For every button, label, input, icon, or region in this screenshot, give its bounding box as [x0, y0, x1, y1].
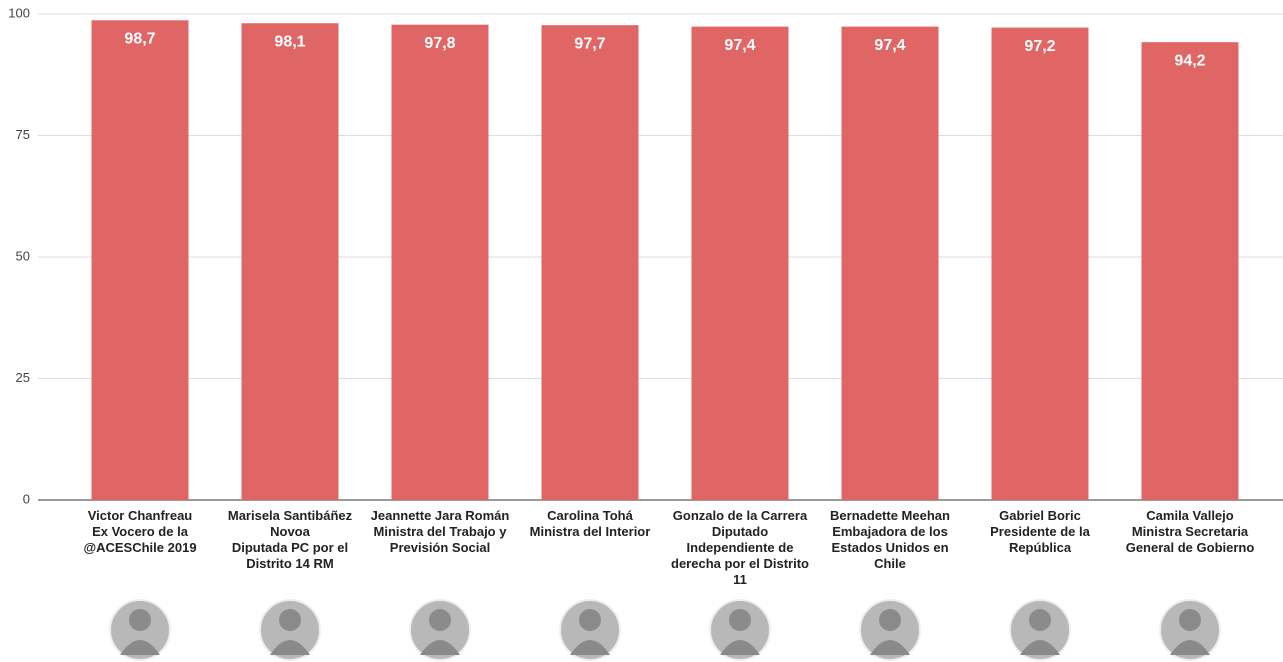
- avatar-head: [279, 609, 301, 631]
- y-tick-label: 75: [16, 127, 30, 142]
- avatar-head: [729, 609, 751, 631]
- x-tick-label: Gonzalo de la Carrera Diputado Independi…: [671, 508, 809, 587]
- avatar-body: [870, 640, 910, 655]
- x-tick-label: Gabriel Boric Presidente de la República: [990, 508, 1090, 555]
- bar: [841, 26, 939, 501]
- data-label: 97,2: [1024, 38, 1055, 55]
- avatar-body: [1020, 640, 1060, 655]
- bar: [691, 26, 789, 501]
- avatar-head: [1179, 609, 1201, 631]
- x-tick-label: Marisela Santibáñez Novoa Diputada PC po…: [227, 508, 353, 571]
- avatar-body: [720, 640, 760, 655]
- avatar-body: [270, 640, 310, 655]
- bar: [541, 25, 639, 500]
- y-tick-label: 100: [8, 5, 30, 20]
- data-label: 94,2: [1174, 52, 1205, 69]
- x-tick-label: Carolina Tohá Ministra del Interior: [529, 508, 651, 539]
- x-tick-label: Bernadette Meehan Embajadora de los Esta…: [830, 508, 950, 571]
- data-label: 97,8: [424, 35, 455, 52]
- data-label: 97,4: [874, 37, 905, 54]
- avatar-head: [129, 609, 151, 631]
- avatar-body: [570, 640, 610, 655]
- avatar-body: [420, 640, 460, 655]
- avatar-head: [879, 609, 901, 631]
- data-label: 98,7: [124, 31, 155, 48]
- y-tick-label: 0: [23, 491, 30, 506]
- bar: [241, 23, 339, 500]
- x-tick-label: Jeannette Jara Román Ministra del Trabaj…: [370, 508, 510, 555]
- y-tick-label: 25: [16, 370, 30, 385]
- bar: [1141, 42, 1239, 501]
- data-label: 98,1: [274, 33, 305, 50]
- bar: [391, 24, 489, 501]
- data-label: 97,4: [724, 37, 755, 54]
- avatar-head: [579, 609, 601, 631]
- x-tick-label: Camila Vallejo Ministra Secretaria Gener…: [1125, 508, 1255, 555]
- bar: [991, 27, 1089, 500]
- avatar-head: [1029, 609, 1051, 631]
- avatar-body: [1170, 640, 1210, 655]
- x-tick-label: Victor Chanfreau Ex Vocero de la @ACESCh…: [83, 508, 197, 555]
- avatar-head: [429, 609, 451, 631]
- avatar-body: [120, 640, 160, 655]
- data-label: 97,7: [574, 35, 605, 52]
- y-tick-label: 50: [16, 248, 30, 263]
- bar: [91, 20, 189, 501]
